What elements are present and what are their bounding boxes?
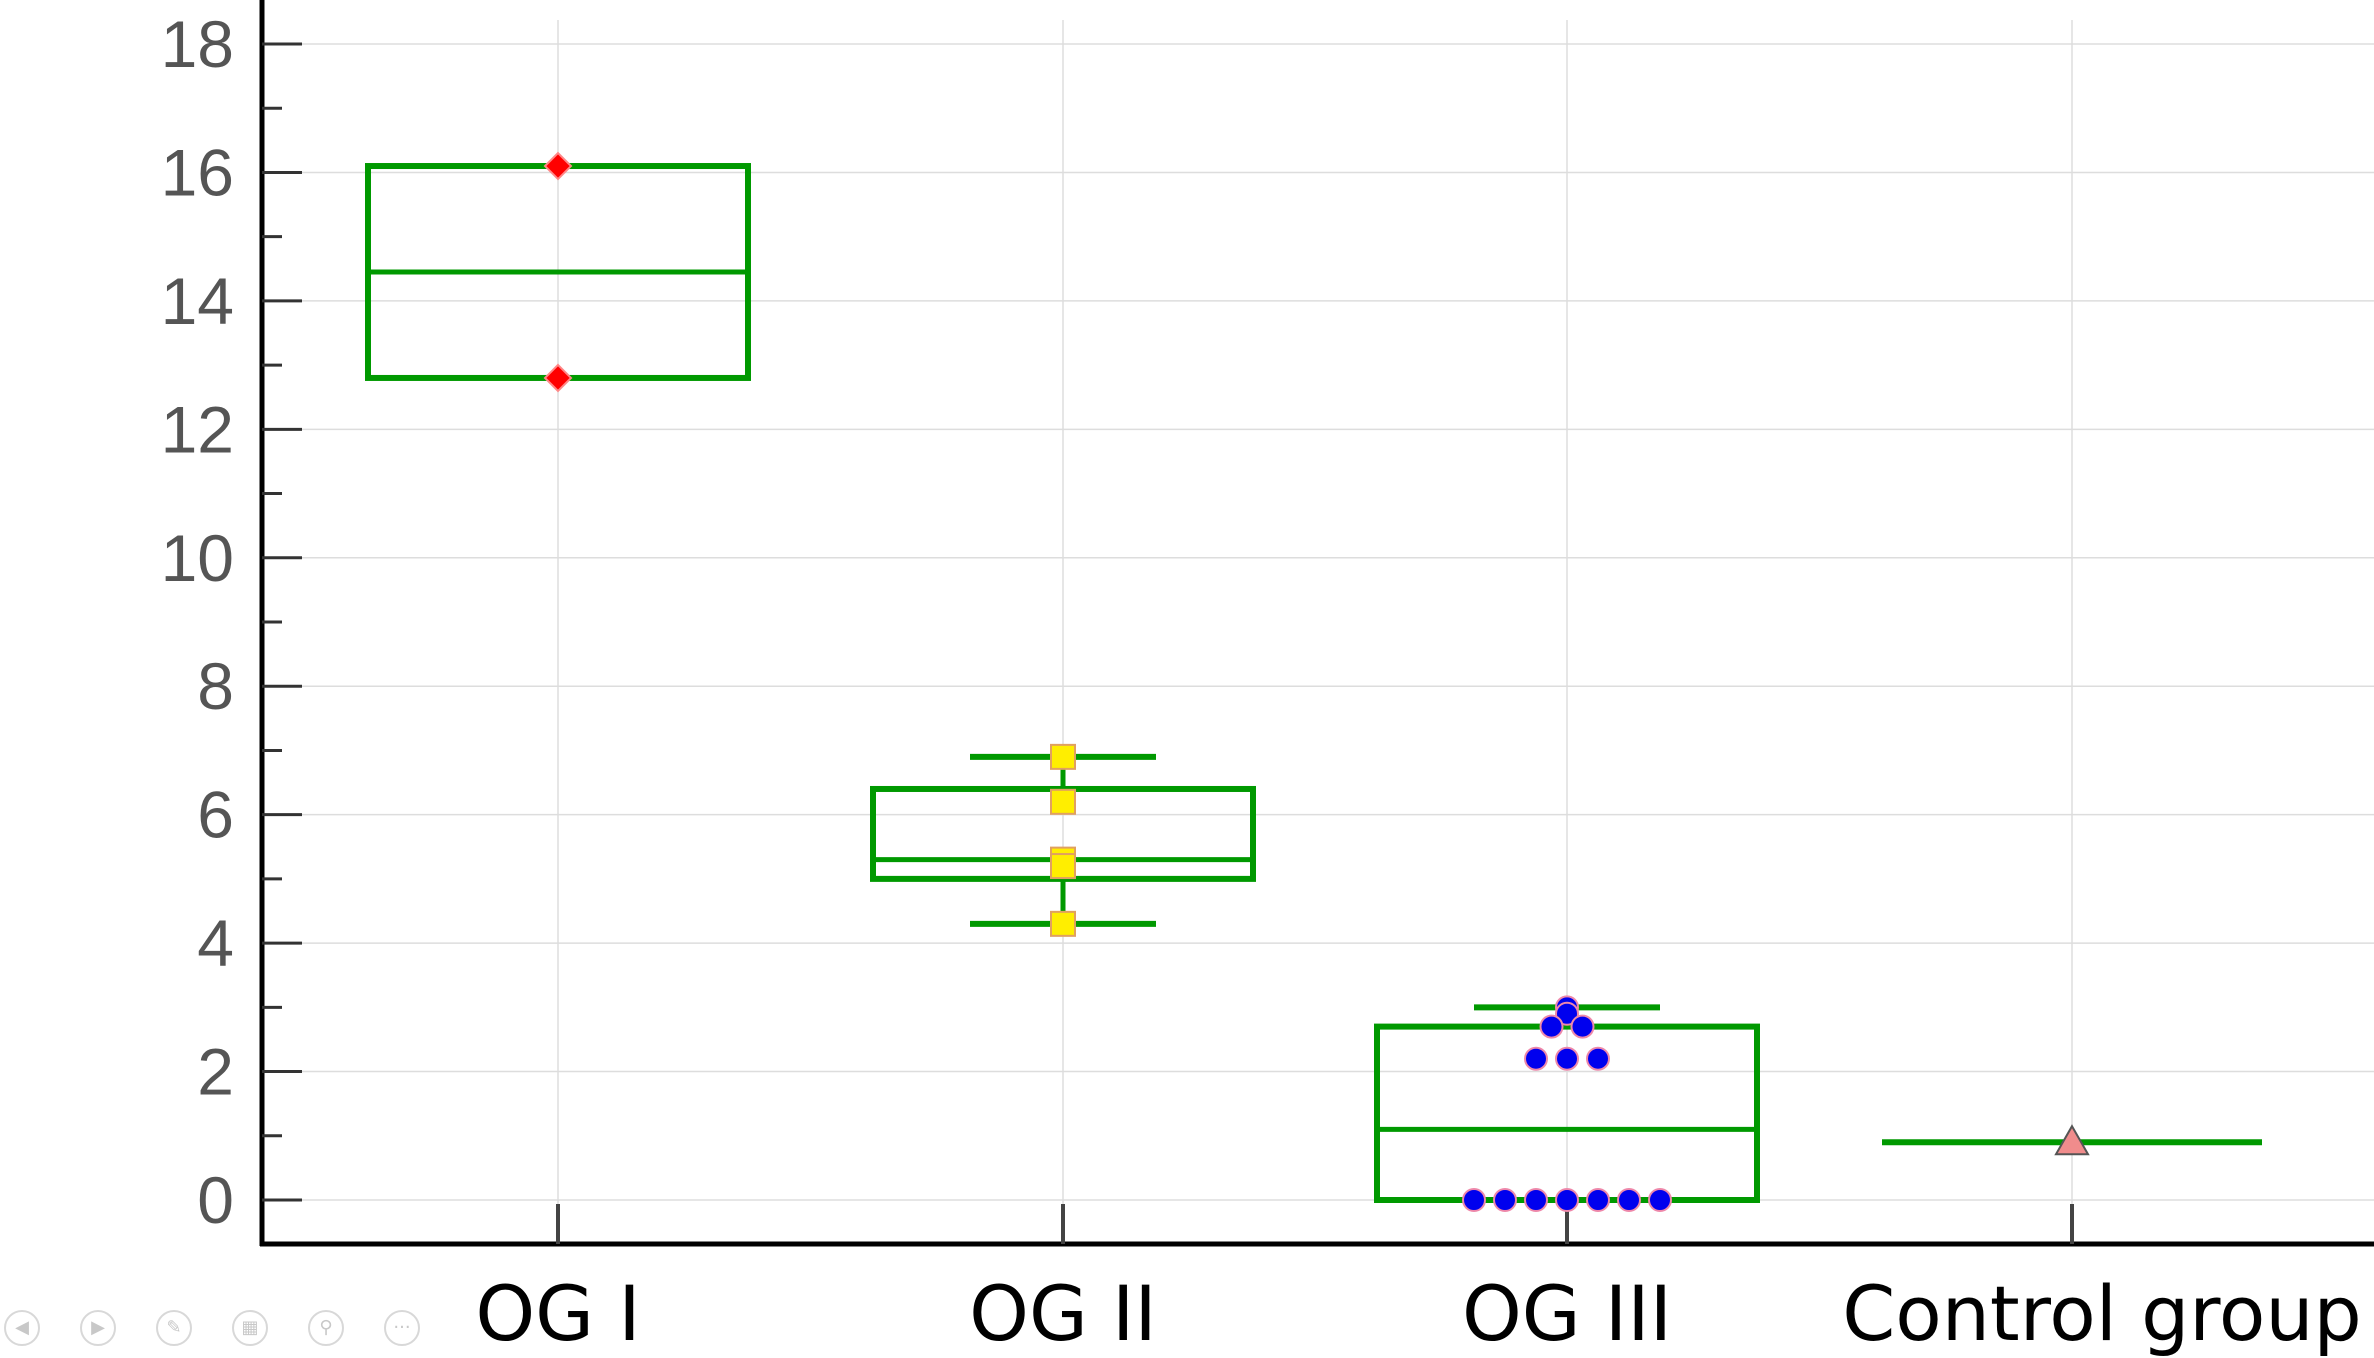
data-point-square — [1050, 853, 1076, 880]
data-point-circle — [1570, 1014, 1595, 1039]
more-icon[interactable]: ··· — [384, 1310, 420, 1346]
data-point-circle — [1617, 1188, 1641, 1212]
data-point-diamond — [543, 363, 573, 393]
y-tick-label: 18 — [161, 7, 234, 81]
y-tick-label: 0 — [197, 1163, 234, 1237]
slides-icon[interactable]: ▦ — [232, 1310, 268, 1346]
data-point-circle — [1555, 1188, 1579, 1212]
data-point-circle — [1586, 1188, 1610, 1212]
x-tick-label: Control group — [1842, 1269, 2362, 1358]
data-point-square — [1050, 743, 1076, 770]
data-point-triangle — [2054, 1124, 2090, 1156]
x-tick-label: OG I — [475, 1269, 640, 1358]
data-point-circle — [1648, 1188, 1672, 1212]
y-tick-label: 10 — [161, 521, 234, 595]
data-point-circle — [1555, 1001, 1579, 1026]
box-group — [870, 743, 1256, 937]
previous-icon[interactable]: ◀ — [4, 1310, 40, 1346]
box-group — [1882, 1124, 2262, 1156]
y-tick-label: 12 — [161, 392, 234, 466]
y-tick-label: 2 — [197, 1035, 234, 1109]
y-tick-label: 14 — [161, 264, 234, 338]
pen-icon[interactable]: ✎ — [156, 1310, 192, 1346]
data-point-circle — [1462, 1188, 1486, 1212]
gridlines — [262, 20, 2374, 1244]
data-point-circle — [1586, 1046, 1610, 1071]
y-tick-label: 8 — [197, 649, 234, 723]
data-point-diamond — [543, 151, 573, 181]
next-icon[interactable]: ▶ — [80, 1310, 116, 1346]
box-group — [365, 151, 751, 393]
data-point-circle — [1524, 1046, 1548, 1071]
data-point-circle — [1524, 1188, 1548, 1212]
zoom-icon[interactable]: ⚲ — [308, 1310, 344, 1346]
y-tick-label: 16 — [161, 135, 234, 209]
y-tick-label: 4 — [197, 906, 234, 980]
data-point-square — [1050, 788, 1076, 815]
data-point-circle — [1555, 1046, 1579, 1071]
data-point-circle — [1539, 1014, 1564, 1039]
x-tick-label: OG II — [969, 1269, 1157, 1358]
x-tick-label: OG III — [1462, 1269, 1672, 1358]
y-tick-label: 6 — [197, 778, 234, 852]
data-point-square — [1050, 910, 1076, 937]
data-point-circle — [1493, 1188, 1517, 1212]
box-group — [1374, 995, 1760, 1212]
